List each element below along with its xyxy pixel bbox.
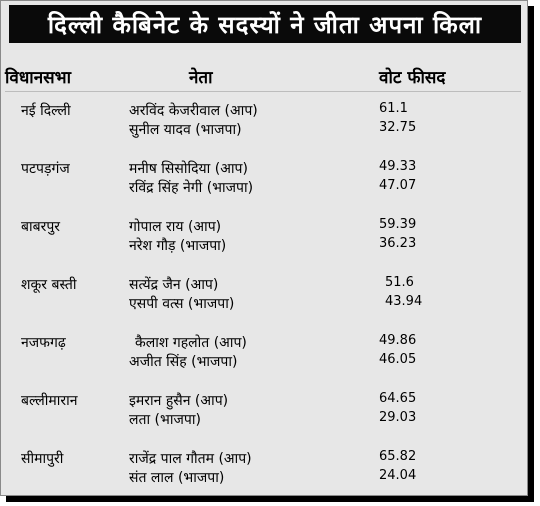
table-row: शकूर बस्ती सत्येंद्र जैन (आप) 51.6 एसपी … <box>1 275 529 323</box>
constituency-name: नई दिल्ली <box>21 103 71 119</box>
runner-up-vote: 46.05 <box>379 352 417 367</box>
table-row: नजफगढ़ कैलाश गहलोत (आप) 49.86 अजीत सिंह … <box>1 333 529 381</box>
results-card: दिल्ली कैबिनेट के सदस्यों ने जीता अपना क… <box>0 0 528 496</box>
card-shadow-bottom <box>6 496 534 502</box>
table-row: नई दिल्ली अरविंद केजरीवाल (आप) 61.1 सुनी… <box>1 101 529 149</box>
constituency-name: सीमापुरी <box>21 451 64 467</box>
winner-name: गोपाल राय (आप) <box>129 219 222 235</box>
table-row: बल्लीमारान इमरान हुसैन (आप) 64.65 लता (भ… <box>1 391 529 439</box>
winner-name: इमरान हुसैन (आप) <box>129 393 229 409</box>
winner-vote: 49.86 <box>379 333 417 348</box>
runner-up-name: नरेश गौड़ (भाजपा) <box>129 238 227 254</box>
constituency-name: बल्लीमारान <box>21 393 78 409</box>
constituency-name: नजफगढ़ <box>21 335 66 351</box>
header-leader: नेता <box>189 68 213 88</box>
runner-up-vote: 47.07 <box>379 178 417 193</box>
page-title: दिल्ली कैबिनेट के सदस्यों ने जीता अपना क… <box>9 5 521 43</box>
header-constituency: विधानसभा <box>5 68 71 88</box>
table-row: पटपड़गंज मनीष सिसोदिया (आप) 49.33 रविंद्… <box>1 159 529 207</box>
constituency-name: बाबरपुर <box>21 219 61 235</box>
constituency-name: शकूर बस्ती <box>21 277 77 293</box>
winner-name: मनीष सिसोदिया (आप) <box>129 161 248 177</box>
runner-up-name: लता (भाजपा) <box>129 412 201 428</box>
runner-up-name: एसपी वत्स (भाजपा) <box>129 296 235 312</box>
winner-vote: 61.1 <box>379 101 408 116</box>
winner-vote: 51.6 <box>385 275 414 290</box>
runner-up-vote: 24.04 <box>379 468 417 483</box>
winner-name: राजेंद्र पाल गौतम (आप) <box>129 451 252 467</box>
runner-up-name: संत लाल (भाजपा) <box>129 470 225 486</box>
winner-name: सत्येंद्र जैन (आप) <box>129 277 219 293</box>
runner-up-name: सुनील यादव (भाजपा) <box>129 122 242 138</box>
runner-up-vote: 32.75 <box>379 120 417 135</box>
winner-vote: 59.39 <box>379 217 417 232</box>
table-row: बाबरपुर गोपाल राय (आप) 59.39 नरेश गौड़ (… <box>1 217 529 265</box>
card-shadow-right <box>528 6 534 502</box>
winner-name: अरविंद केजरीवाल (आप) <box>129 103 258 119</box>
constituency-name: पटपड़गंज <box>21 161 70 177</box>
winner-name: कैलाश गहलोत (आप) <box>135 335 247 351</box>
header-divider <box>5 91 521 92</box>
winner-vote: 49.33 <box>379 159 417 174</box>
winner-vote: 65.82 <box>379 449 417 464</box>
table-row: सीमापुरी राजेंद्र पाल गौतम (आप) 65.82 सं… <box>1 449 529 497</box>
runner-up-vote: 29.03 <box>379 410 417 425</box>
header-vote-percent: वोट फीसद <box>379 68 446 88</box>
runner-up-vote: 36.23 <box>379 236 417 251</box>
runner-up-vote: 43.94 <box>385 294 423 309</box>
winner-vote: 64.65 <box>379 391 417 406</box>
runner-up-name: रविंद्र सिंह नेगी (भाजपा) <box>129 180 254 196</box>
runner-up-name: अजीत सिंह (भाजपा) <box>129 354 238 370</box>
